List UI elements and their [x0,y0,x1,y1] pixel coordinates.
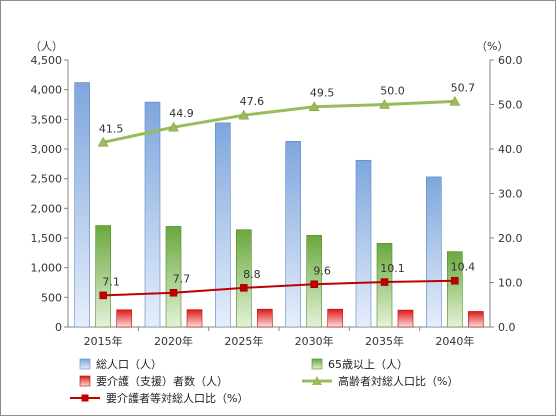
right-axis-unit: （%） [476,40,508,53]
legend-swatch-marker [81,394,89,402]
bar-aged-65-plus [236,229,252,328]
bar-aged-65-plus [165,226,182,328]
data-label-elderly-ratio: 50.0 [380,85,405,98]
x-axis-category-label: 2015年 [84,334,123,348]
left-axis-tick-label: 1,500 [31,232,63,245]
bar-total-population [74,82,90,328]
data-label-elderly-ratio: 41.5 [99,122,124,135]
legend-swatch [311,358,323,370]
bar-care-needed [468,311,484,328]
legend: 総人口（人） 65歳以上（人） 要介護（支援）者数（人） 高齢者対総人口比（%） 要介護… [70,357,458,405]
left-axis-tick-label: 0 [55,321,62,334]
marker-elderly-ratio [449,95,461,106]
line-care-ratio [103,279,455,297]
bar-total-population [426,176,442,328]
data-label-elderly-ratio: 47.6 [240,95,265,108]
data-label-elderly-ratio: 49.5 [310,87,335,100]
bar-care-needed [257,308,273,328]
legend-label: 総人口（人） [96,357,162,371]
data-label-care-ratio: 9.6 [313,264,331,277]
bar-aged-65-plus [95,225,111,328]
legend-swatch-marker [312,376,322,385]
marker-elderly-ratio [308,101,320,111]
x-axis-category-label: 2020年 [154,334,193,348]
legend-item: 総人口（人） [79,357,162,371]
left-axis-tick-label: 2,000 [31,202,63,215]
data-label-care-ratio: 7.7 [173,273,191,286]
bar-care-needed [397,309,414,328]
right-axis-tick-label: 10.0 [498,277,523,290]
marker-elderly-ratio [97,136,109,147]
right-axis-tick-label: 20.0 [498,232,523,245]
data-label-care-ratio: 7.1 [102,275,120,288]
marker-elderly-ratio [168,121,179,132]
legend-label: 65歳以上（人） [328,358,408,371]
bar-care-needed [116,309,132,328]
x-axis-category-label: 2040年 [435,334,474,348]
marker-elderly-ratio [379,98,390,109]
bar-total-population [285,140,301,328]
bar-care-needed [186,309,203,328]
legend-label: 要介護者等対総人口比（%） [106,391,248,405]
right-axis-tick-label: 0.0 [498,321,516,334]
marker-care-ratio [451,276,459,285]
bar-total-population [144,101,161,328]
plot-area: 0 500 1,000 1,500 2,000 2,500 3,000 3,500 4,000 4… [31,54,523,348]
right-axis-tick-label: 60.0 [498,54,523,67]
bar-aged-65-plus [447,251,463,328]
legend-item: 要介護者等対総人口比（%） [70,391,248,405]
legend-item: 65歳以上（人） [311,358,408,371]
left-axis-tick-label: 500 [41,291,62,304]
left-axis-tick-label: 4,000 [31,84,63,97]
bar-total-population [355,159,372,328]
data-label-elderly-ratio: 50.7 [451,81,476,94]
data-label-care-ratio: 10.1 [380,262,405,275]
marker-care-ratio [380,278,389,286]
x-axis-category-label: 2030年 [295,334,334,348]
legend-swatch [79,375,91,387]
left-axis-unit: （人） [30,40,63,53]
left-axis-tick-label: 3,000 [31,143,63,156]
x-axis-category-label: 2025年 [224,334,263,348]
marker-care-ratio [240,284,248,292]
right-axis-tick-label: 40.0 [498,143,523,156]
data-label-care-ratio: 8.8 [243,268,261,281]
bar-total-population [215,122,231,328]
legend-item: 要介護（支援）者数（人） [79,374,228,388]
legend-label: 高齢者対総人口比（%） [338,374,458,388]
bar-care-needed [327,308,343,328]
left-axis-tick-label: 4,500 [31,54,63,67]
legend-swatch [79,358,91,370]
left-axis-tick-label: 1,000 [31,262,63,275]
x-axis-category-label: 2035年 [365,334,404,348]
right-axis-tick-label: 30.0 [498,188,523,201]
marker-care-ratio [169,288,178,297]
left-axis-tick-label: 3,500 [31,113,63,126]
marker-care-ratio [310,280,318,289]
legend-item: 高齢者対総人口比（%） [302,374,458,388]
legend-label: 要介護（支援）者数（人） [96,374,228,388]
left-axis-tick-label: 2,500 [31,173,63,186]
data-label-care-ratio: 10.4 [451,261,476,274]
line-elderly-ratio [102,99,455,144]
marker-elderly-ratio [238,109,250,120]
data-label-elderly-ratio: 44.9 [169,107,194,120]
right-axis-tick-label: 50.0 [498,99,523,112]
marker-care-ratio [99,291,107,300]
